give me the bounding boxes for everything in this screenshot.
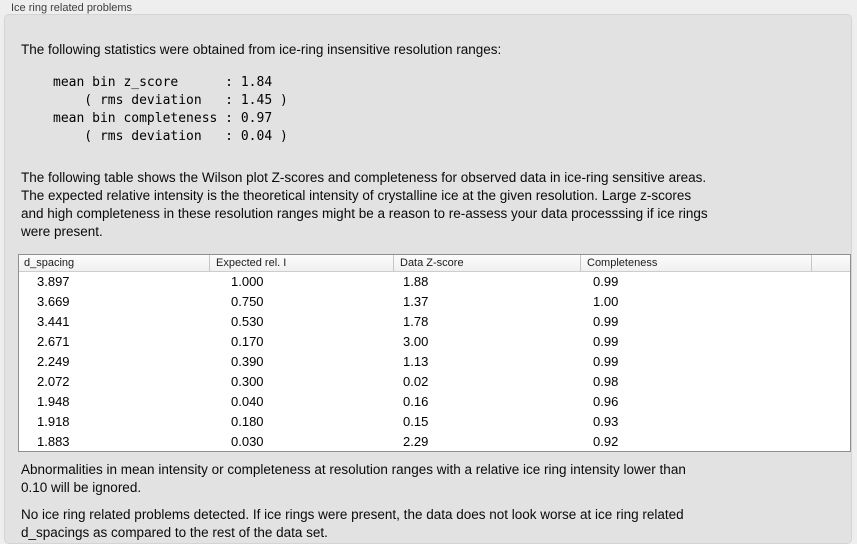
table-header: d_spacing Expected rel. I Data Z-score Comp… <box>19 255 850 272</box>
table-cell: 3.441 <box>37 314 70 330</box>
column-header-d-spacing[interactable]: d_spacing <box>24 257 75 269</box>
table-cell: 0.16 <box>403 393 429 409</box>
column-header-completeness[interactable]: Completeness <box>580 255 811 271</box>
table-cell: 3.00 <box>403 334 429 350</box>
table-row[interactable]: 3.669 0.750 1.37 1.00 <box>19 292 850 312</box>
table-row[interactable]: 1.948 0.040 0.16 0.96 <box>19 391 850 411</box>
table-cell: 0.96 <box>593 393 619 409</box>
table-cell: 0.99 <box>593 354 619 369</box>
table-cell: 0.530 <box>231 314 264 330</box>
conclusion-text: No ice ring related problems detected. I… <box>21 507 684 540</box>
table-cell: 0.99 <box>593 314 619 330</box>
table-cell: 0.93 <box>593 413 619 429</box>
ignore-note-text: Abnormalities in mean intensity or compl… <box>21 462 686 495</box>
table-cell: 0.98 <box>593 373 619 389</box>
table-cell: 0.030 <box>231 433 264 449</box>
table-cell: 1.918 <box>37 413 70 429</box>
table-row[interactable]: 3.441 0.530 1.78 0.99 <box>19 312 850 332</box>
table-cell: 0.15 <box>403 413 429 429</box>
table-cell: 2.249 <box>37 354 70 369</box>
table-cell: 0.99 <box>593 274 619 290</box>
table-cell: 0.92 <box>593 433 619 449</box>
table-body: 3.897 1.000 1.88 0.99 3.669 0.750 1.37 1.00 3.44… <box>19 272 850 451</box>
table-row[interactable]: 2.671 0.170 3.00 0.99 <box>19 332 850 352</box>
panel-title: Ice ring related problems <box>11 2 133 14</box>
table-description-text: The following table shows the Wilson plo… <box>21 170 708 239</box>
column-header-data-z-score[interactable]: Data Z-score <box>393 255 580 271</box>
table-row[interactable]: 3.897 1.000 1.88 0.99 <box>19 272 850 292</box>
table-cell: 1.00 <box>593 294 619 310</box>
table-cell: 3.897 <box>37 274 70 290</box>
table-cell: 0.02 <box>403 373 429 389</box>
table-row[interactable]: 1.883 0.030 2.29 0.92 <box>19 431 850 451</box>
table-cell: 0.750 <box>231 294 264 310</box>
column-header-expected-rel-i[interactable]: Expected rel. I <box>209 255 393 271</box>
stats-intro-text: The following statistics were obtained f… <box>21 42 502 57</box>
ice-ring-table: d_spacing Expected rel. I Data Z-score Comp… <box>18 254 851 452</box>
table-cell: 2.29 <box>403 433 429 449</box>
table-cell: 0.040 <box>231 393 264 409</box>
table-cell: 1.883 <box>37 433 70 449</box>
table-row[interactable]: 1.918 0.180 0.15 0.93 <box>19 411 850 431</box>
ice-ring-groupbox: The following statistics were obtained f… <box>4 14 852 544</box>
table-cell: 0.170 <box>231 334 264 350</box>
stats-block: mean bin z_score : 1.84 ( rms deviation … <box>53 75 288 144</box>
table-cell: 0.300 <box>231 373 264 389</box>
column-header-blank <box>811 255 850 271</box>
table-cell: 0.180 <box>231 413 264 429</box>
table-cell: 1.37 <box>403 294 429 310</box>
table-cell: 2.671 <box>37 334 70 350</box>
table-cell: 1.948 <box>37 393 70 409</box>
table-cell: 3.669 <box>37 294 70 310</box>
table-cell: 1.78 <box>403 314 429 330</box>
table-cell: 0.99 <box>593 334 619 350</box>
table-cell: 1.000 <box>231 274 264 290</box>
table-cell: 1.13 <box>403 354 429 369</box>
table-row[interactable]: 2.249 0.390 1.13 0.99 <box>19 352 850 372</box>
table-cell: 1.88 <box>403 274 429 290</box>
table-row[interactable]: 2.072 0.300 0.02 0.98 <box>19 371 850 391</box>
table-cell: 0.390 <box>231 354 264 369</box>
table-cell: 2.072 <box>37 373 70 389</box>
